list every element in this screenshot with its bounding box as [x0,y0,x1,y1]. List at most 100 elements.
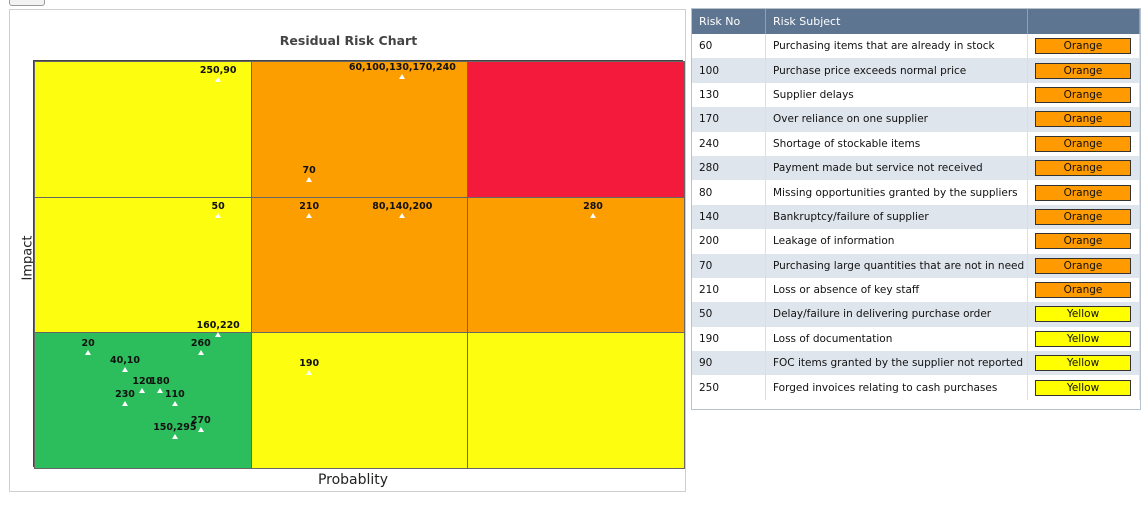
risk-point-marker[interactable] [215,212,222,218]
risk-level-badge: Orange [1035,208,1131,225]
risk-no-cell: 210 [692,277,766,303]
risk-no-cell: 100 [692,58,766,83]
risk-point-marker[interactable] [306,177,313,183]
table-row[interactable]: 50 Delay/failure in delivering purchase o… [692,302,1140,327]
risk-subject-cell: Missing opportunities granted by the sup… [765,180,1028,205]
risk-point-label: 20 [81,337,95,349]
risk-table: Risk No Risk Subject 60 Purchasing items … [692,9,1140,400]
risk-point-marker[interactable] [197,427,204,432]
risk-point-marker[interactable] [590,212,596,218]
risk-point-marker[interactable] [171,401,178,407]
risk-point-marker[interactable] [122,367,128,373]
risk-no-cell: 170 [692,107,766,132]
risk-point-marker[interactable] [215,76,222,82]
risk-point-label: 180 [149,375,170,387]
table-row[interactable]: 90 FOC items granted by the supplier not … [692,351,1140,376]
risk-point-marker[interactable] [306,370,313,376]
risk-level-badge: Orange [1035,86,1131,103]
risk-point-label: 250,90 [199,64,237,76]
risk-level-cell: Yellow [1027,302,1140,327]
risk-no-cell: 280 [692,155,766,181]
risk-no-cell: 200 [692,229,766,254]
risk-no-cell: 250 [692,375,766,400]
risk-level-cell: Orange [1027,107,1140,132]
risk-no-cell: 140 [692,204,766,230]
risk-subject-cell: Bankruptcy/failure of supplier [765,204,1028,230]
matrix-cell [467,61,685,198]
risk-point-marker[interactable] [197,349,204,355]
table-row[interactable]: 140 Bankruptcy/failure of supplier Orange [692,204,1140,230]
table-row[interactable]: 250 Forged invoices relating to cash purc… [692,375,1140,400]
table-row[interactable]: 280 Payment made but service not received… [692,155,1140,181]
risk-level-cell: Orange [1027,253,1140,278]
risk-point-label: 40,10 [109,355,141,367]
table-row[interactable]: 60 Purchasing items that are already in s… [692,34,1140,59]
risk-level-badge: Yellow [1035,379,1131,396]
risk-table-panel: Risk No Risk Subject 60 Purchasing items … [691,8,1141,410]
risk-point-label: 260 [190,337,211,349]
risk-point-marker[interactable] [399,74,406,80]
risk-chart-panel: Residual Risk Chart Impact Probablity 25… [9,9,686,492]
risk-point-label: 280 [583,200,603,212]
header-risk-no: Risk No [692,9,766,34]
risk-no-cell: 190 [692,326,766,352]
risk-level-badge: Yellow [1035,306,1131,323]
risk-subject-cell: Shortage of stockable items [765,131,1028,156]
risk-point-marker[interactable] [215,332,222,338]
table-row[interactable]: 210 Loss or absence of key staff Orange [692,277,1140,303]
risk-point-label: 50 [211,200,225,212]
risk-subject-cell: Loss or absence of key staff [765,277,1028,303]
risk-subject-cell: FOC items granted by the supplier not re… [765,351,1028,376]
risk-point-marker[interactable] [306,212,313,218]
risk-level-badge: Orange [1035,282,1131,299]
risk-level-badge: Orange [1035,184,1131,201]
table-row[interactable]: 130 Supplier delays Orange [692,82,1140,108]
table-row[interactable]: 170 Over reliance on one supplier Orange [692,107,1140,132]
matrix-cell [467,196,685,334]
risk-level-badge: Yellow [1035,330,1131,347]
table-row[interactable]: 240 Shortage of stockable items Orange [692,131,1140,156]
table-row[interactable]: 70 Purchasing large quantities that are n… [692,253,1140,278]
table-row[interactable]: 190 Loss of documentation Yellow [692,326,1140,352]
risk-point-label: 190 [299,358,320,370]
risk-matrix-plot: 250,90 60,100,130,170,240 70 50 210 80,140,20… [33,60,685,469]
matrix-cell [467,332,685,469]
risk-no-cell: 50 [692,302,766,327]
table-header-row: Risk No Risk Subject [692,9,1140,34]
risk-subject-cell: Purchase price exceeds normal price [765,58,1028,83]
risk-point-marker[interactable] [85,349,92,355]
risk-level-cell: Orange [1027,180,1140,205]
header-level [1027,9,1140,34]
risk-point-label: 80,140,200 [372,200,433,212]
risk-point-marker[interactable] [139,387,146,393]
risk-point-marker[interactable] [156,387,163,393]
risk-level-cell: Orange [1027,155,1140,181]
risk-point-marker[interactable] [399,212,406,218]
risk-point-label: 160,220 [196,320,240,332]
risk-point-marker[interactable] [171,433,178,439]
risk-point-label: 60,100,130,170,240 [348,62,456,74]
matrix-cell [250,332,469,469]
header-risk-subject: Risk Subject [765,9,1028,34]
risk-level-cell: Yellow [1027,326,1140,352]
risk-no-cell: 240 [692,131,766,156]
table-row[interactable]: 200 Leakage of information Orange [692,229,1140,254]
risk-subject-cell: Forged invoices relating to cash purchas… [765,375,1028,400]
toolbar-button[interactable] [9,0,45,6]
risk-level-badge: Orange [1035,257,1131,274]
risk-subject-cell: Leakage of information [765,229,1028,254]
risk-level-cell: Yellow [1027,351,1140,376]
risk-point-label: 210 [299,200,320,212]
risk-point-marker[interactable] [122,401,128,407]
risk-point-label: 150,295 [153,421,197,433]
risk-level-cell: Orange [1027,82,1140,108]
risk-level-cell: Orange [1027,34,1140,59]
table-row[interactable]: 80 Missing opportunities granted by the s… [692,180,1140,205]
risk-level-badge: Orange [1035,135,1131,152]
risk-subject-cell: Purchasing large quantities that are not… [765,253,1028,278]
table-row[interactable]: 100 Purchase price exceeds normal price Or… [692,58,1140,83]
risk-no-cell: 60 [692,34,766,59]
risk-subject-cell: Supplier delays [765,82,1028,108]
risk-point-label: 70 [302,165,316,177]
risk-level-badge: Orange [1035,62,1131,79]
